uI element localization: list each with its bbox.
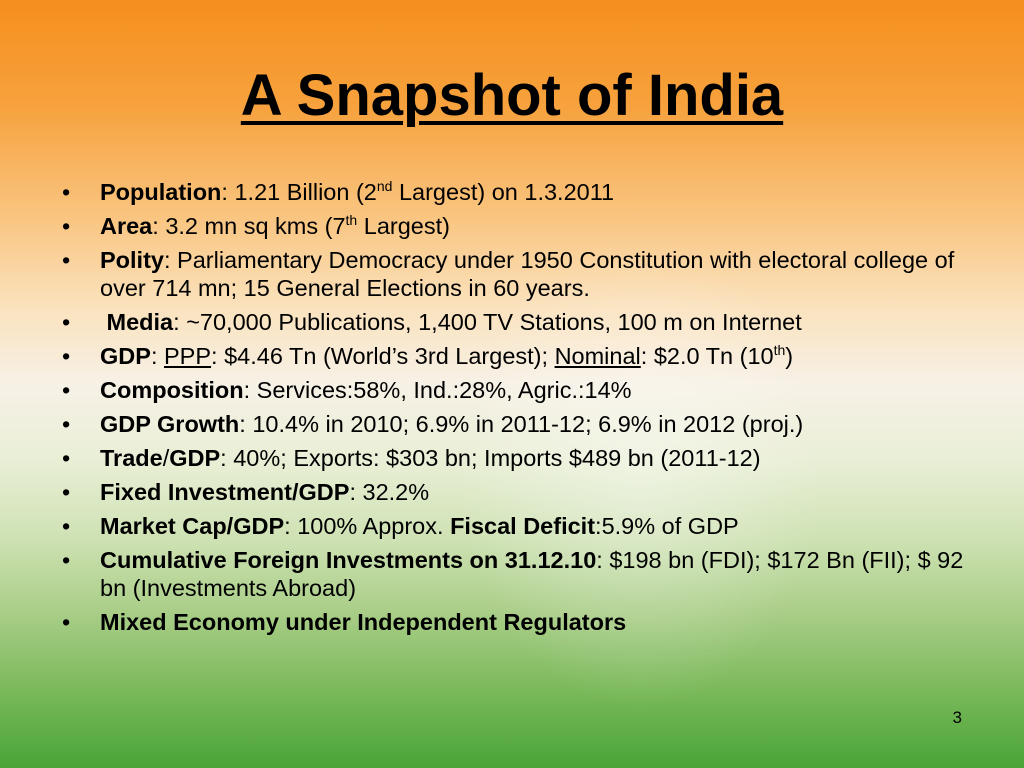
item-text: : Parliamentary Democracy under 1950 Con… xyxy=(100,247,955,301)
list-item-trade: • Trade/GDP: 40%; Exports: $303 bn; Impo… xyxy=(62,444,982,472)
list-item-area: • Area: 3.2 mn sq kms (7th Largest) xyxy=(62,212,982,240)
item-label: Fixed Investment/GDP xyxy=(100,479,350,505)
item-label: Polity xyxy=(100,247,164,273)
item-label: Market Cap/GDP xyxy=(100,513,285,539)
bullet-icon: • xyxy=(62,479,71,505)
item-text: / xyxy=(162,445,170,471)
item-text: ) xyxy=(785,343,794,369)
list-item-market-cap: • Market Cap/GDP: 100% Approx. Fiscal De… xyxy=(62,512,982,540)
item-text: : 32.2% xyxy=(349,479,430,505)
item-text: : 3.2 mn sq kms (7 xyxy=(152,213,346,239)
ppp-label: PPP xyxy=(164,343,212,369)
nominal-label: Nominal xyxy=(554,343,641,369)
list-item-cumulative-investments: • Cumulative Foreign Investments on 31.1… xyxy=(62,546,982,602)
item-text: : $4.46 Tn (World’s 3rd Largest); xyxy=(211,343,555,369)
item-text: : ~70,000 Publications, 1,400 TV Station… xyxy=(173,309,802,335)
item-superscript: nd xyxy=(376,178,393,194)
list-item-fixed-investment: • Fixed Investment/GDP: 32.2% xyxy=(62,478,982,506)
item-label: Area xyxy=(100,213,153,239)
bullet-icon: • xyxy=(62,247,71,273)
item-label: Cumulative Foreign Investments on 31.12.… xyxy=(100,547,597,573)
item-text: : 40%; Exports: $303 bn; Imports $489 bn… xyxy=(220,445,761,471)
item-text: : $198 bn (FDI); $172 Bn (FII); $ 92 bn … xyxy=(100,547,964,601)
item-text: Largest) xyxy=(357,213,450,239)
bullet-icon: • xyxy=(62,213,71,239)
bullet-list: • Population: 1.21 Billion (2nd Largest)… xyxy=(62,178,982,642)
list-item-gdp-growth: • GDP Growth: 10.4% in 2010; 6.9% in 201… xyxy=(62,410,982,438)
slide-title: A Snapshot of India xyxy=(240,63,784,128)
bullet-icon: • xyxy=(62,547,71,573)
list-item-polity: • Polity: Parliamentary Democracy under … xyxy=(62,246,982,302)
list-item-composition: • Composition: Services:58%, Ind.:28%, A… xyxy=(62,376,982,404)
item-label: Population xyxy=(100,179,222,205)
item-label: Fiscal Deficit xyxy=(450,513,596,539)
item-text: : 100% Approx. xyxy=(284,513,451,539)
item-text: : 10.4% in 2010; 6.9% in 2011-12; 6.9% i… xyxy=(239,411,804,437)
item-label: Trade xyxy=(100,445,163,471)
item-text: : $2.0 Tn (10 xyxy=(640,343,774,369)
bullet-icon: • xyxy=(62,343,71,369)
bullet-icon: • xyxy=(62,445,71,471)
list-item-population: • Population: 1.21 Billion (2nd Largest)… xyxy=(62,178,982,206)
bullet-icon: • xyxy=(62,513,71,539)
item-text: : Services:58%, Ind.:28%, Agric.:14% xyxy=(243,377,632,403)
item-label: Composition xyxy=(100,377,244,403)
bullet-icon: • xyxy=(62,309,71,335)
list-item-media: • Media: ~70,000 Publications, 1,400 TV … xyxy=(62,308,982,336)
item-text: :5.9% of GDP xyxy=(595,513,739,539)
item-label: GDP Growth xyxy=(100,411,240,437)
bullet-icon: • xyxy=(62,179,71,205)
item-superscript: th xyxy=(773,342,786,358)
item-label: GDP xyxy=(169,445,221,471)
item-label: Mixed Economy under Independent Regulato… xyxy=(100,609,627,635)
item-superscript: th xyxy=(345,212,358,228)
bullet-icon: • xyxy=(62,411,71,437)
bullet-icon: • xyxy=(62,609,71,635)
bullet-icon: • xyxy=(62,377,71,403)
item-label: GDP xyxy=(100,343,151,369)
list-item-gdp: • GDP: PPP: $4.46 Tn (World’s 3rd Larges… xyxy=(62,342,982,370)
item-text: Largest) on 1.3.2011 xyxy=(392,179,615,205)
list-item-mixed-economy: • Mixed Economy under Independent Regula… xyxy=(62,608,982,636)
page-number: 3 xyxy=(952,708,962,727)
item-label: Media xyxy=(106,309,174,335)
item-text: : xyxy=(150,343,164,369)
item-text: : 1.21 Billion (2 xyxy=(221,179,377,205)
